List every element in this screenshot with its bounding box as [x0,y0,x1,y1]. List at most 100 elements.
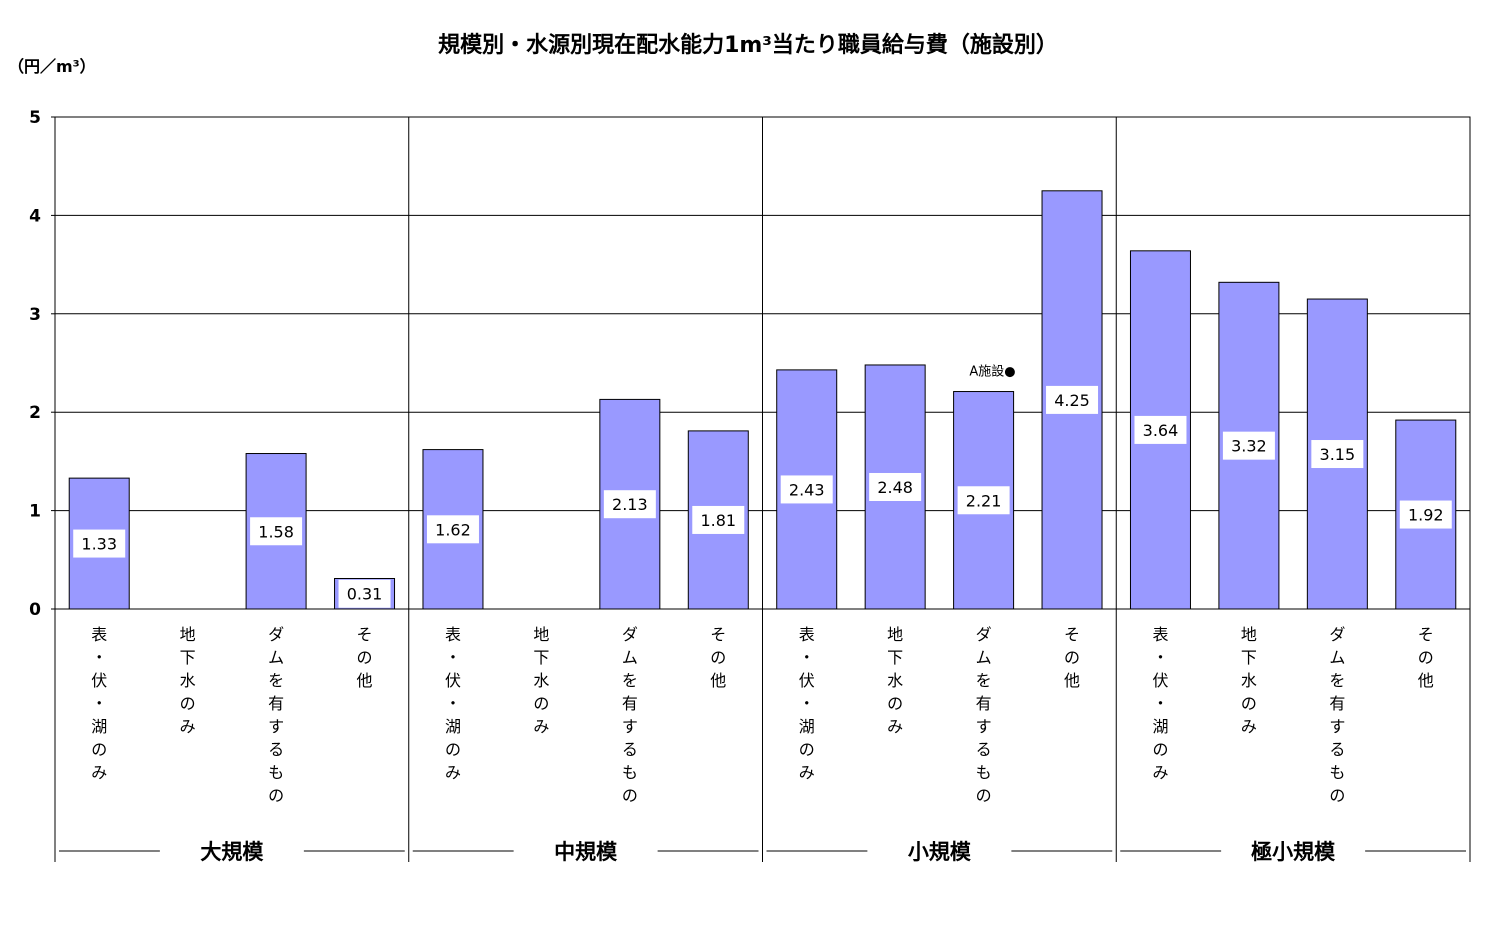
category-label-char: す [268,717,284,736]
category-label-char: 他 [1418,671,1434,690]
category-label-char: そ [1064,625,1080,644]
category-label-char: 下 [180,648,196,667]
category-label-char: の [357,648,373,667]
category-label-char: の [622,786,638,805]
category-label-char: も [622,763,638,782]
category-label-char: る [976,740,992,759]
category-label-char: 他 [1064,671,1080,690]
category-label-char: ・ [799,694,815,713]
category-label-char: 地 [533,625,549,644]
category-label-char: 伏 [799,671,815,690]
category-label-char: ・ [799,648,815,667]
category-label-char: の [91,740,107,759]
category-label-char: ・ [445,694,461,713]
category-label-char: ム [1329,648,1345,667]
category-label-char: の [1329,786,1345,805]
category-label-char: ダ [268,625,284,644]
data-label: 3.15 [1320,445,1356,464]
y-tick-label: 5 [29,108,41,128]
category-label-char: ・ [1152,694,1168,713]
category-label-char: み [1241,717,1257,736]
category-label-char: そ [357,625,373,644]
category-label-char: の [1418,648,1434,667]
category-label-char: の [1064,648,1080,667]
category-label-char: 水 [533,671,549,690]
category-label-char: も [976,763,992,782]
category-label-char: の [1241,694,1257,713]
data-label: 2.43 [789,480,825,499]
group-label: 極小規模 [1251,840,1336,864]
category-label-char: み [799,763,815,782]
category-label-char: 有 [622,694,638,713]
category-label-char: す [622,717,638,736]
data-label-bg [603,490,656,519]
data-label: 0.31 [347,585,383,604]
data-label: 1.33 [81,535,117,554]
data-label-bg [780,475,833,504]
category-label-char: も [268,763,284,782]
category-label-char: 下 [533,648,549,667]
category-label-char: 地 [1241,625,1257,644]
y-tick-label: 0 [29,600,41,620]
y-tick-label: 4 [29,206,41,226]
data-label: 3.32 [1231,437,1267,456]
category-label-char: ダ [1329,625,1345,644]
group-label: 大規模 [200,840,264,864]
plot-area: 012345大規模1.33表・伏・湖のみ地下水のみ1.58ダムを有するもの0.3… [29,108,1471,864]
category-label-char: 伏 [1152,671,1168,690]
category-label-char: そ [1418,625,1434,644]
category-label-char: 他 [357,671,373,690]
data-label: 4.25 [1054,391,1090,410]
data-label: 2.21 [966,491,1002,510]
category-label-char: の [887,694,903,713]
category-label-char: の [268,786,284,805]
annotation-label: A施設● [969,364,1015,380]
category-label-char: み [445,763,461,782]
category-label-char: み [533,717,549,736]
category-label-char: の [1152,740,1168,759]
data-label-bg [1399,500,1452,529]
data-label-bg [426,515,479,544]
category-label-char: 表 [91,625,107,644]
category-label-char: ・ [1152,648,1168,667]
category-label-char: の [710,648,726,667]
group-label: 中規模 [554,840,618,864]
category-label-char: の [533,694,549,713]
data-label-bg [869,472,922,501]
category-label-char: の [799,740,815,759]
y-tick-label: 1 [29,502,41,522]
category-label-char: 地 [180,625,196,644]
category-label-char: す [976,717,992,736]
category-label-char: ダ [976,625,992,644]
data-label-bg [957,486,1010,515]
data-label-bg [73,529,126,558]
data-label-bg [692,505,745,534]
category-label-char: ム [622,648,638,667]
category-label-char: 湖 [445,717,461,736]
category-label-char: 湖 [91,717,107,736]
data-label-bg [1046,385,1099,414]
category-label-char: ム [976,648,992,667]
category-label-char: 水 [1241,671,1257,690]
chart-title: 規模別・水源別現在配水能力1m³当たり職員給与費（施設別） [438,32,1058,58]
data-label-bg [1311,440,1364,469]
category-label-char: る [1329,740,1345,759]
category-label-char: を [1329,671,1345,690]
data-label-bg [1134,415,1187,444]
category-label-char: 伏 [91,671,107,690]
category-label-char: 湖 [799,717,815,736]
category-label-char: み [180,717,196,736]
category-label-char: 表 [799,625,815,644]
category-label-char: ダ [622,625,638,644]
category-label-char: 表 [445,625,461,644]
category-label-char: も [1329,763,1345,782]
data-label: 2.48 [877,478,913,497]
category-label-char: ・ [445,648,461,667]
y-axis-unit: （円／m³） [8,57,96,76]
data-label: 1.58 [258,522,294,541]
category-label-char: 下 [1241,648,1257,667]
category-label-char: 他 [710,671,726,690]
data-label-bg [250,517,303,546]
category-label-char: る [622,740,638,759]
